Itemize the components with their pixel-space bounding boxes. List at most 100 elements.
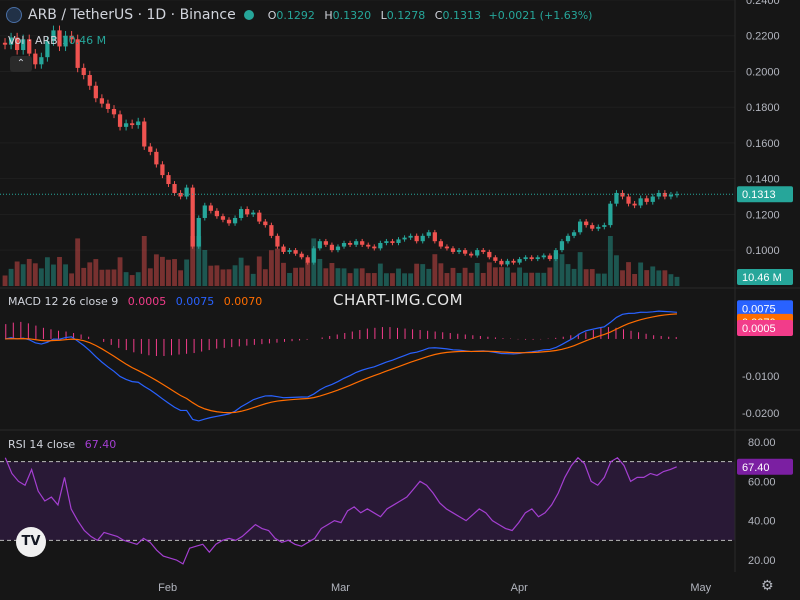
candle-body [160, 164, 165, 176]
volume-bar [293, 267, 299, 286]
volume-bar [650, 266, 656, 286]
candle-body [105, 103, 111, 109]
candle-body [571, 232, 577, 236]
candle-body [172, 184, 177, 193]
volume-bar [166, 259, 171, 286]
candle-body [281, 246, 286, 252]
price-tick-label: 0.2400 [746, 0, 780, 7]
macd-legend: MACD 12 26 close 9 0.0005 0.0075 0.0070 [8, 295, 262, 308]
volume-bar [196, 236, 202, 286]
volume-bar [14, 261, 20, 286]
x-tick-label: Apr [511, 582, 528, 594]
volume-bar [377, 263, 383, 286]
volume-bar [226, 269, 232, 286]
candle-body [444, 246, 450, 249]
volume-bar [129, 275, 135, 286]
close-label: C [434, 8, 443, 22]
volume-bar [329, 263, 335, 286]
volume-bar [159, 256, 165, 286]
candle-body [426, 232, 431, 236]
candle-body [323, 241, 328, 245]
candle-body [111, 108, 117, 115]
candle-body [214, 210, 220, 217]
candle-body [202, 205, 207, 218]
candle-body [178, 192, 183, 197]
candle-body [529, 257, 534, 260]
volume-bar [262, 269, 268, 286]
volume-bar [674, 276, 680, 286]
volume-bar [69, 273, 75, 286]
volume-bar [147, 268, 153, 286]
volume-bar [420, 264, 426, 286]
candle-body [638, 198, 643, 206]
tradingview-logo-icon[interactable]: TV [16, 527, 46, 557]
volume-bar [51, 264, 56, 286]
candle-body [99, 98, 105, 104]
candle-body [620, 192, 625, 197]
rsi-line [4, 456, 677, 565]
collapse-chevron-up-icon[interactable]: ⌃ [10, 56, 32, 72]
candle-body [517, 259, 522, 263]
volume-bar [474, 263, 480, 286]
candle-body [287, 250, 292, 252]
candle-body [547, 255, 552, 260]
price-tick-label: 0.1600 [746, 138, 780, 150]
gear-icon[interactable]: ⚙ [761, 578, 774, 594]
candle-body [142, 121, 147, 147]
volume-bar [656, 270, 662, 286]
volume-bar [268, 250, 274, 286]
candle-body [335, 246, 341, 251]
price-tick-label: 0.1800 [746, 102, 780, 114]
high-value: 0.1320 [332, 8, 372, 22]
volume-bar [20, 264, 26, 286]
price-tick-label: 0.1000 [746, 245, 780, 257]
rsi-tick-label: 20.00 [748, 555, 776, 567]
candle-body [450, 248, 456, 252]
candle-body [674, 194, 680, 196]
macd-hist-tag: 0.0005 [742, 323, 776, 335]
volume-bar [547, 267, 553, 286]
volume-bar [589, 269, 595, 286]
volume-bar [244, 265, 250, 286]
macd-tick-label: -0.0100 [742, 371, 779, 383]
candle-body [93, 85, 98, 99]
candle-body [487, 251, 492, 258]
volume-label: Vol · ARB [8, 34, 58, 47]
macd-line [4, 310, 678, 422]
volume-bar [44, 257, 50, 286]
volume-bar [335, 268, 341, 286]
volume-bar [432, 254, 438, 286]
candle-body [245, 209, 250, 215]
rsi-tick-label: 40.00 [748, 516, 776, 528]
volume-bar [359, 268, 365, 286]
candle-body [238, 209, 244, 218]
symbol-title: ARB / TetherUS · 1D · Binance [28, 7, 236, 23]
candle-body [208, 205, 213, 211]
volume-bar [214, 265, 220, 286]
volume-bar [57, 256, 62, 286]
volume-bar [492, 267, 498, 286]
candle-body [511, 260, 516, 263]
price-tick-label: 0.2000 [746, 66, 780, 78]
candle-body [257, 212, 262, 222]
candle-body [668, 194, 674, 197]
candle-body [432, 232, 437, 242]
volume-bar [153, 254, 159, 286]
volume-tag-bg [737, 269, 793, 285]
volume-bar [26, 258, 32, 286]
candle-body [608, 203, 613, 226]
volume-bar [668, 274, 674, 286]
volume-bar [365, 273, 371, 286]
candle-body [347, 242, 353, 245]
volume-bars [2, 236, 680, 286]
volume-bar [2, 275, 8, 286]
macd-signal-value: 0.0070 [223, 295, 263, 308]
volume-bar [99, 269, 105, 286]
volume-bar [117, 257, 123, 286]
volume-legend: Vol · ARB 10.46 M [8, 34, 106, 47]
market-open-dot-icon [243, 10, 254, 20]
volume-bar [38, 268, 44, 286]
volume-bar [105, 269, 111, 286]
candle-body [166, 175, 171, 185]
